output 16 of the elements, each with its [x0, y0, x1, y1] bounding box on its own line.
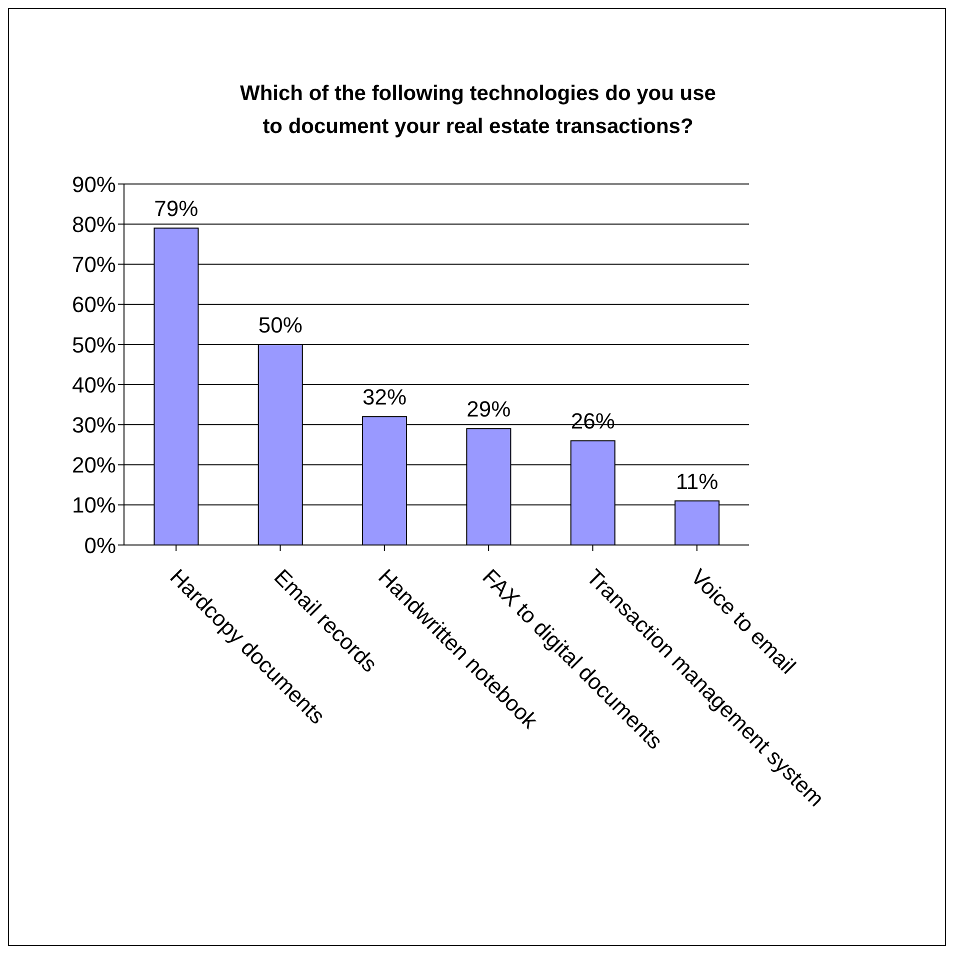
y-tick-label: 80% — [72, 212, 116, 237]
y-tick-label: 70% — [72, 252, 116, 278]
data-label: 32% — [362, 384, 407, 410]
y-tick-label: 10% — [72, 492, 116, 518]
data-label: 50% — [258, 312, 302, 338]
y-tick-label: 0% — [84, 532, 116, 558]
chart-title: Which of the following technologies do you use to document your real estate transactions? — [239, 81, 717, 140]
data-label: 29% — [466, 396, 511, 422]
y-tick-label: 20% — [72, 452, 116, 478]
y-tick-label: 60% — [72, 292, 116, 318]
data-label: 79% — [154, 196, 198, 222]
y-tick-label: 30% — [72, 412, 116, 438]
y-tick-label: 90% — [72, 172, 116, 197]
y-tick-label: 40% — [72, 372, 116, 398]
y-tick-label: 50% — [72, 332, 116, 358]
data-label: 11% — [676, 468, 718, 494]
